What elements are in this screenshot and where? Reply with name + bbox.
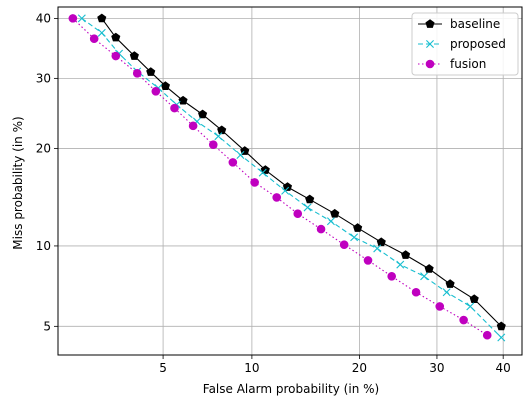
y-tick-label: 30 (36, 71, 51, 85)
fusion-point (228, 158, 238, 167)
baseline-point (496, 321, 506, 331)
legend-label: fusion (450, 57, 486, 71)
series-layer (68, 13, 506, 342)
series-fusion (68, 14, 492, 340)
legend-box (411, 12, 519, 76)
baseline-point (305, 194, 315, 204)
ticks-layer: 5 10 20 30 40 5 10 20 30 40 (36, 11, 511, 375)
marker-stroke (214, 132, 223, 141)
plot-frame (57, 6, 523, 356)
x-tick-label: 5 (159, 361, 167, 375)
marker-stroke (350, 233, 359, 242)
marker-stroke (97, 28, 106, 37)
proposed-point (466, 302, 475, 311)
proposed-point (77, 14, 86, 23)
marker-stroke (236, 150, 245, 159)
fusion-point (170, 103, 179, 113)
baseline-point (376, 237, 386, 247)
baseline-point (160, 81, 171, 90)
x-tick-label: 30 (429, 361, 444, 375)
proposed-point (373, 244, 382, 253)
y-axis-label: Miss probability (in %) (11, 116, 25, 249)
baseline-point (97, 13, 107, 23)
baseline-point (353, 223, 363, 232)
fusion-point (363, 256, 373, 265)
fusion-point (339, 240, 349, 249)
baseline-point (198, 109, 208, 119)
marker-stroke (497, 333, 506, 342)
series-baseline (97, 13, 506, 331)
baseline-point (282, 182, 293, 191)
fusion-point (482, 330, 492, 340)
proposed-point (442, 288, 451, 297)
x-tick-label: 20 (352, 361, 367, 375)
fusion-point (293, 209, 303, 218)
fusion-point (272, 193, 282, 202)
x-tick-label: 40 (496, 361, 511, 375)
fusion-point (188, 121, 198, 131)
legend-item-proposed: proposed (418, 37, 506, 51)
baseline-point (330, 208, 340, 218)
marker-stroke (303, 203, 312, 212)
marker-stroke (466, 302, 475, 311)
marker-stroke (281, 186, 290, 195)
marker-stroke (373, 244, 382, 253)
proposed-point (258, 168, 267, 177)
marker-stroke (442, 288, 451, 297)
marker-stroke (326, 217, 335, 226)
proposed-point (214, 132, 223, 141)
y-tick-label: 40 (36, 11, 51, 25)
fusion-point (459, 315, 468, 325)
proposed-point (396, 260, 405, 269)
baseline-point (424, 264, 434, 273)
fusion-point (316, 224, 326, 234)
x-axis-label: False Alarm probability (in %) (203, 382, 379, 396)
fusion-point (250, 178, 259, 187)
proposed-point (420, 272, 429, 281)
fusion-point (208, 140, 218, 149)
proposed-point (326, 217, 335, 226)
y-tick-label: 20 (36, 142, 51, 156)
marker-stroke (426, 40, 434, 48)
fusion-point (111, 51, 121, 61)
legend-marker (425, 19, 435, 28)
fusion-point (151, 87, 161, 96)
y-tick-label: 10 (36, 239, 51, 253)
fusion-point (89, 34, 99, 43)
legend-item-baseline: baseline (418, 17, 500, 31)
marker-stroke (420, 272, 429, 281)
proposed-point (97, 28, 106, 37)
legend-marker (425, 59, 435, 69)
legend-item-fusion: fusion (418, 57, 486, 71)
baseline-point (146, 67, 156, 76)
baseline-point (445, 279, 455, 288)
baseline-point (401, 250, 411, 259)
marker-stroke (258, 168, 267, 177)
legend-marker (426, 40, 434, 48)
baseline-point (178, 95, 188, 105)
proposed-point (281, 186, 290, 195)
proposed-point (236, 150, 245, 159)
proposed-point (303, 203, 312, 212)
fusion-point (132, 69, 142, 78)
marker-stroke (396, 260, 405, 269)
fusion-point (68, 14, 78, 23)
legend: baseline proposed fusion (411, 12, 519, 76)
baseline-point (111, 32, 121, 42)
fusion-point (411, 287, 421, 297)
marker-stroke (77, 14, 86, 23)
baseline-point (217, 125, 227, 135)
legend-label: baseline (450, 17, 500, 31)
x-tick-label: 10 (244, 361, 259, 375)
y-tick-label: 5 (43, 319, 51, 333)
fusion-point (387, 271, 396, 281)
proposed-point (350, 233, 359, 242)
legend-label: proposed (450, 37, 506, 51)
fusion-point (435, 302, 445, 311)
baseline-point (469, 294, 479, 304)
fusion-line (72, 17, 488, 336)
baseline-point (129, 51, 139, 60)
proposed-point (497, 333, 506, 342)
